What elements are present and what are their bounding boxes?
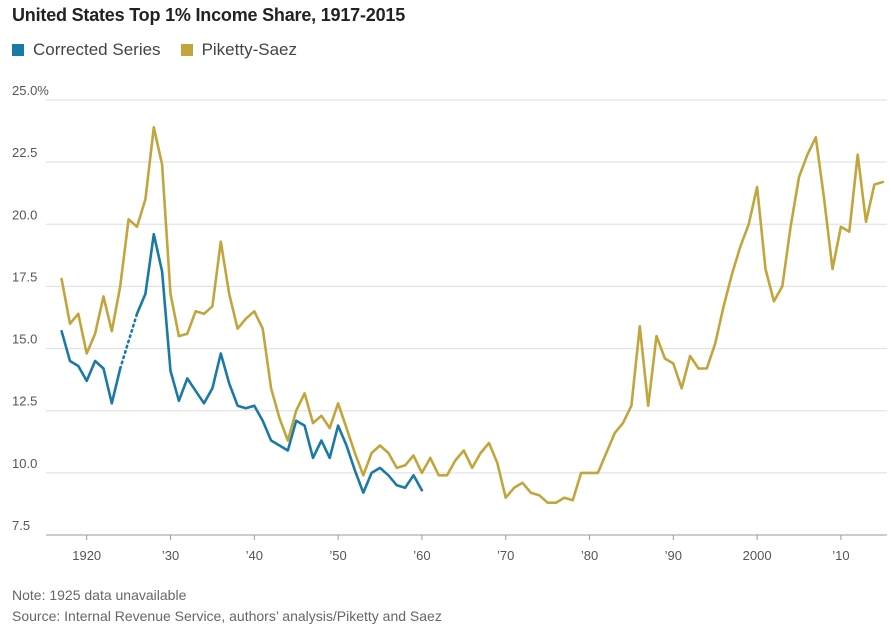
- x-tick-label: ’90: [665, 548, 682, 563]
- x-tick-label: ’40: [246, 548, 263, 563]
- y-tick-label: 12.5: [12, 394, 37, 409]
- series-gap-corrected: [118, 312, 139, 370]
- x-tick-label: ’30: [162, 548, 179, 563]
- chart-legend: Corrected Series Piketty-Saez: [12, 40, 317, 60]
- y-tick-label: 22.5: [12, 145, 37, 160]
- legend-swatch-piketty: [180, 44, 193, 56]
- y-tick-label: 7.5: [12, 518, 30, 533]
- legend-label-corrected: Corrected Series: [33, 40, 161, 59]
- x-tick-label: ’60: [413, 548, 430, 563]
- y-tick-label: 20.0: [12, 207, 37, 222]
- x-tick-label: ’80: [581, 548, 598, 563]
- y-tick-label: 15.0: [12, 332, 37, 347]
- x-tick-label: ’50: [329, 548, 346, 563]
- x-tick-label: 1920: [72, 548, 101, 563]
- legend-item-corrected: Corrected Series: [12, 40, 161, 60]
- series-line-corrected: [60, 329, 122, 405]
- legend-item-piketty: Piketty-Saez: [180, 40, 297, 60]
- x-tick-label: ’70: [497, 548, 514, 563]
- y-axis-ticks: 7.5 10.0 12.5 15.0 17.5 20.0 22.5 25.0%: [12, 83, 49, 533]
- y-tick-label: 17.5: [12, 269, 37, 284]
- chart-source: Source: Internal Revenue Service, author…: [12, 608, 442, 624]
- series-line-piketty: [60, 126, 885, 504]
- chart-note: Note: 1925 data unavailable: [12, 587, 187, 603]
- legend-swatch-corrected: [12, 44, 24, 56]
- series-line-corrected: [135, 232, 424, 494]
- y-tick-label: 25.0%: [12, 83, 49, 98]
- chart-title: United States Top 1% Income Share, 1917-…: [12, 5, 406, 25]
- series-layer: [60, 126, 885, 504]
- legend-label-piketty: Piketty-Saez: [201, 40, 297, 59]
- line-chart: 7.5 10.0 12.5 15.0 17.5 20.0 22.5 25.0% 1920 ’30…: [12, 83, 887, 563]
- y-tick-label: 10.0: [12, 456, 37, 471]
- x-tick-label: ’10: [832, 548, 849, 563]
- x-tick-label: 2000: [743, 548, 772, 563]
- x-axis-ticks: 1920 ’30 ’40 ’50 ’60 ’70 ’80 ’90 2000 ’10: [72, 535, 850, 563]
- grid-layer: [46, 99, 887, 536]
